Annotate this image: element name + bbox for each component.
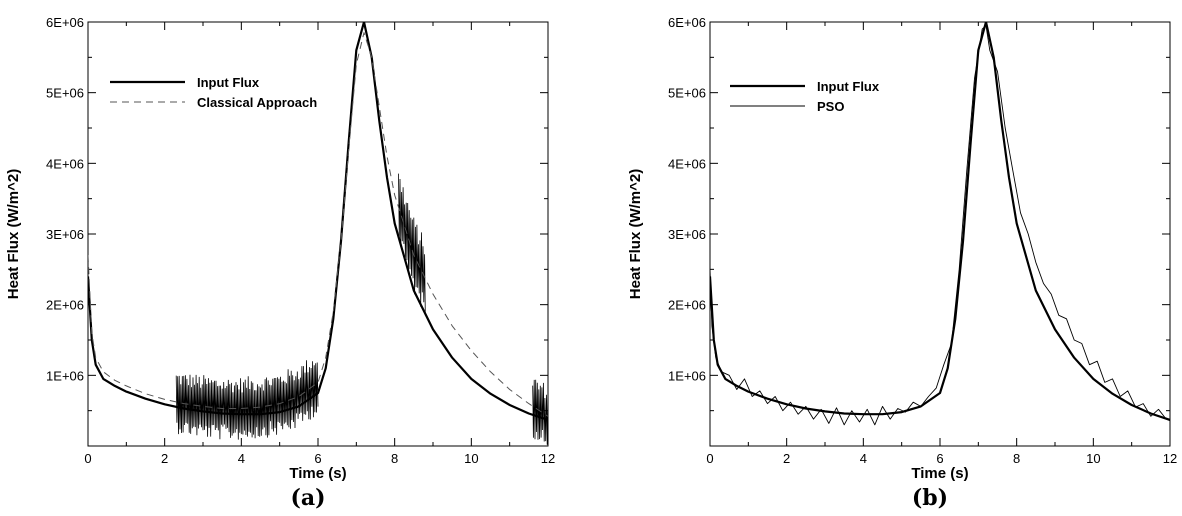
x-tick-label: 2 [783, 451, 790, 466]
x-tick-label: 6 [314, 451, 321, 466]
x-tick-label: 12 [1163, 451, 1177, 466]
legend-label: Input Flux [197, 75, 260, 90]
panel-label: (a) [290, 485, 325, 511]
oscillation-band [398, 173, 426, 316]
panel-label: (b) [912, 485, 948, 511]
legend-label: PSO [817, 99, 844, 114]
series-line-input-flux [710, 22, 1170, 421]
x-tick-label: 10 [464, 451, 478, 466]
y-tick-label: 4E+06 [46, 156, 84, 171]
x-tick-label: 4 [860, 451, 867, 466]
chart-panel-a: 0 2 4 6 8 10 12 1E+06 2E+06 3E+06 4E+06 5E+06 6E+06 T… [5, 15, 555, 511]
y-tick-label: 6E+06 [46, 15, 84, 30]
y-tick-label: 3E+06 [668, 227, 706, 242]
x-tick-label: 12 [541, 451, 555, 466]
series-line-pso [710, 25, 1170, 426]
x-tick-label: 10 [1086, 451, 1100, 466]
plot-frame [87, 21, 549, 447]
y-tick-label: 1E+06 [668, 368, 706, 383]
x-axis-title: Time (s) [911, 465, 968, 482]
x-tick-label: 6 [936, 451, 943, 466]
y-axis-title: Heat Flux (W/m^2) [627, 169, 644, 299]
legend-label: Input Flux [817, 79, 880, 94]
x-tick-label: 0 [706, 451, 713, 466]
plot-area [88, 22, 548, 445]
y-tick-label: 2E+06 [46, 298, 84, 313]
x-tick-label: 2 [161, 451, 168, 466]
x-tick-label: 4 [238, 451, 245, 466]
y-tick-label: 2E+06 [668, 298, 706, 313]
y-tick-label: 1E+06 [46, 368, 84, 383]
oscillation-band [175, 360, 319, 440]
series-line-input-flux [88, 22, 548, 421]
y-tick-label: 3E+06 [46, 227, 84, 242]
y-tick-label: 6E+06 [668, 15, 706, 30]
series-line-classical [88, 32, 548, 417]
legend-label: Classical Approach [197, 95, 317, 110]
x-tick-label: 0 [84, 451, 91, 466]
x-axis-title: Time (s) [289, 465, 346, 482]
y-tick-label: 5E+06 [46, 86, 84, 101]
oscillation-band [532, 379, 548, 445]
y-tick-label: 4E+06 [668, 156, 706, 171]
x-tick-label: 8 [391, 451, 398, 466]
chart-panel-b: 0 2 4 6 8 10 12 1E+06 2E+06 3E+06 4E+06 5E+06 6E+06 T… [627, 15, 1177, 511]
plot-area [710, 22, 1170, 426]
x-tick-label: 8 [1013, 451, 1020, 466]
y-tick-label: 5E+06 [668, 86, 706, 101]
y-axis-title: Heat Flux (W/m^2) [5, 169, 22, 299]
